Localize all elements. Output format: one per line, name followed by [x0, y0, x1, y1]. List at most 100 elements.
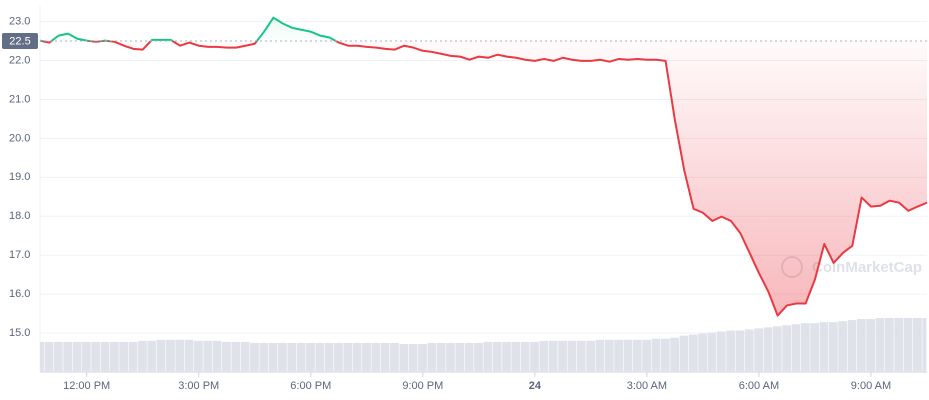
- volume-bar: [40, 341, 45, 372]
- volume-bar: [250, 342, 259, 372]
- volume-bar: [156, 339, 166, 372]
- volume-bar: [446, 342, 455, 372]
- volume-bar: [296, 342, 306, 372]
- volume-bar: [670, 337, 679, 372]
- volume-bar: [810, 323, 820, 372]
- volume-bar: [735, 330, 745, 372]
- volume-bar: [436, 342, 446, 372]
- volume-bar: [390, 342, 399, 372]
- volume-bar: [660, 338, 670, 372]
- volume-bar: [82, 341, 91, 372]
- volume-bar: [110, 341, 119, 372]
- volume-bar: [791, 324, 801, 372]
- volume-bar: [287, 342, 297, 372]
- x-tick-label: 12:00 PM: [63, 380, 110, 392]
- volume-bar: [259, 342, 269, 372]
- volume-bar: [651, 338, 661, 372]
- x-tick-label: 3:00 AM: [627, 380, 667, 392]
- volume-bar: [268, 342, 278, 372]
- volume-bar: [875, 318, 885, 372]
- volume-bar: [278, 342, 287, 372]
- volume-bar: [548, 340, 558, 372]
- volume-bar: [194, 340, 203, 372]
- volume-bar: [418, 343, 427, 372]
- volume-bar: [63, 341, 73, 372]
- volume-bar: [903, 318, 913, 372]
- x-tick-label: 6:00 PM: [290, 380, 331, 392]
- volume-bar: [315, 342, 325, 372]
- volume-bar: [352, 342, 362, 372]
- volume-bar: [474, 342, 483, 372]
- volume-bar: [91, 341, 101, 372]
- volume-bar: [455, 342, 465, 372]
- volume-bar: [539, 340, 549, 372]
- volume-bar: [464, 342, 474, 372]
- volume-bar: [838, 321, 848, 372]
- volume-bar: [632, 339, 642, 372]
- y-tick-label: 17.0: [9, 249, 30, 261]
- y-tick-label: 19.0: [9, 171, 30, 183]
- volume-bar: [847, 320, 857, 372]
- volume-bar: [754, 328, 764, 372]
- baseline-label: 22.5: [9, 35, 30, 47]
- y-tick-label: 15.0: [9, 327, 30, 339]
- volume-bar: [175, 339, 185, 372]
- volume-bar: [679, 335, 689, 372]
- volume-bar: [100, 341, 110, 372]
- volume-bar: [380, 342, 390, 372]
- volume-bar: [698, 333, 707, 372]
- volume-bar: [399, 343, 409, 372]
- volume-bar: [922, 318, 927, 372]
- volume-bar: [866, 319, 876, 372]
- volume-bar: [306, 342, 315, 372]
- volume-bar: [688, 334, 698, 372]
- volume-bar: [334, 342, 343, 372]
- y-tick-label: 18.0: [9, 210, 30, 222]
- volume-bar: [772, 326, 782, 372]
- volume-bar: [166, 339, 175, 372]
- price-line: [39, 16, 928, 317]
- volume-bar: [623, 339, 633, 372]
- volume-bar: [324, 342, 334, 372]
- volume-bar: [707, 332, 717, 372]
- price-area: [40, 17, 927, 316]
- x-tick-label: 24: [529, 380, 542, 392]
- x-tick-label: 6:00 AM: [739, 380, 779, 392]
- volume-bar: [222, 341, 231, 372]
- volume-bar: [828, 322, 838, 372]
- volume-bar: [511, 341, 521, 372]
- y-tick-label: 22.0: [9, 54, 30, 66]
- volume-bar: [782, 325, 792, 372]
- volume-bar: [520, 341, 530, 372]
- volume-bar: [408, 343, 418, 372]
- y-tick-label: 16.0: [9, 288, 30, 300]
- volume-bar: [819, 322, 829, 372]
- volume-bar: [595, 339, 605, 372]
- volume-bar: [763, 327, 773, 372]
- volume-bar: [231, 341, 241, 372]
- volume-bar: [558, 340, 567, 372]
- y-tick-label: 20.0: [9, 132, 30, 144]
- volume-bar: [894, 318, 904, 372]
- baseline-badge: [2, 33, 38, 50]
- volume-bar: [576, 340, 586, 372]
- volume-bar: [343, 342, 353, 372]
- volume-bar: [119, 341, 129, 372]
- watermark: CoinMarketCap: [812, 259, 922, 276]
- x-tick-label: 9:00 PM: [402, 380, 443, 392]
- volume-bar: [642, 339, 651, 372]
- volume-bar: [912, 318, 922, 372]
- volume-bar: [716, 331, 726, 372]
- volume-bar: [203, 340, 213, 372]
- volume-bar: [530, 341, 539, 372]
- volume-bar: [744, 329, 754, 372]
- volume-layer: [40, 318, 927, 372]
- volume-bar: [54, 341, 63, 372]
- overlay-layer: 15.0 16.0 17.0 18.0 19.0 20.0 21.0 22.0 23.0 12:0…: [2, 15, 927, 392]
- volume-bar: [492, 341, 502, 372]
- volume-bar: [72, 341, 82, 372]
- volume-bar: [726, 330, 735, 372]
- volume-bar: [427, 342, 437, 372]
